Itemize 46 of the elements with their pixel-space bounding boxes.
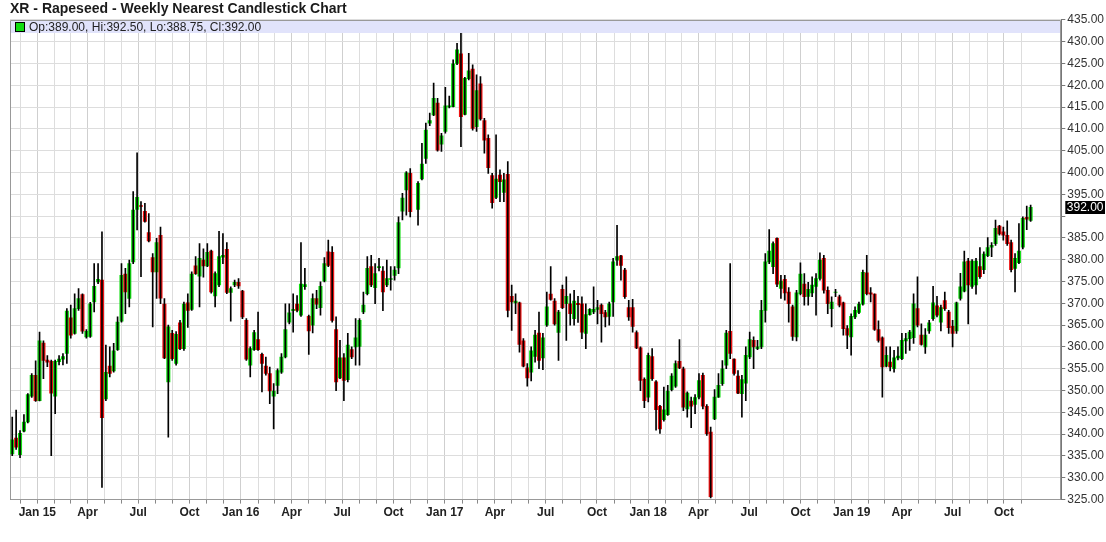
y-tick-label: 375.00	[1067, 273, 1105, 288]
y-tick-label: 395.00	[1067, 186, 1105, 201]
y-tick-label: 350.00	[1067, 382, 1105, 397]
y-tick-label: 365.00	[1067, 317, 1105, 332]
x-tick-label: Jul	[537, 505, 555, 520]
x-tick-label: Jan 17	[426, 505, 464, 520]
x-tick-label: Apr	[688, 505, 710, 520]
y-tick-label: 380.00	[1067, 252, 1105, 267]
y-tick-label: 410.00	[1067, 121, 1105, 136]
y-tick-label: 415.00	[1067, 99, 1105, 114]
y-tick-label: 405.00	[1067, 142, 1105, 157]
y-tick-label: 400.00	[1067, 164, 1105, 179]
y-tick-label: 435.00	[1067, 12, 1105, 27]
x-tick-label: Jul	[129, 505, 147, 520]
x-tick-label: Oct	[383, 505, 404, 520]
text: 392.00	[1066, 200, 1104, 215]
x-tick-label: Oct	[586, 505, 607, 520]
x-tick-label: Oct	[993, 505, 1014, 520]
x-tick-label: Oct	[790, 505, 811, 520]
y-tick-label: 430.00	[1067, 33, 1105, 48]
y-tick-label: 345.00	[1067, 404, 1105, 419]
x-tick-label: Jan 18	[629, 505, 668, 520]
x-tick-label: Apr	[484, 505, 506, 520]
y-tick-label: 370.00	[1067, 295, 1105, 310]
y-tick-label: 335.00	[1067, 448, 1105, 463]
header-strip: Op:389.00, Hi:392.50, Lo:388.75, Cl:392.00	[11, 21, 1060, 33]
x-tick-label: Jul	[333, 505, 351, 520]
x-tick-label: Jan 15	[18, 505, 57, 520]
x-tick-label: Apr	[891, 505, 913, 520]
y-tick-label: 425.00	[1067, 55, 1105, 70]
x-tick-label: Jan 16	[222, 505, 260, 520]
y-tick-label: 330.00	[1067, 470, 1105, 485]
x-tick-label: Apr	[281, 505, 303, 520]
y-tick-label: 355.00	[1067, 361, 1105, 376]
x-tick-label: Jul	[740, 505, 758, 520]
y-tick-label: 420.00	[1067, 77, 1105, 92]
x-tick-label: Jul	[943, 505, 962, 520]
y-tick-label: 340.00	[1067, 426, 1105, 441]
x-tick-label: Oct	[179, 505, 200, 520]
y-tick-label: 325.00	[1067, 491, 1105, 506]
y-tick-label: 385.00	[1067, 230, 1105, 245]
x-tick-label: Apr	[77, 505, 99, 520]
x-tick-label: Jan 19	[833, 505, 871, 520]
annotation: Op:389.00, Hi:392.50, Lo:388.75, Cl:392.00	[29, 20, 262, 34]
chart-title: XR - Rapeseed - Weekly Nearest Candlestick Chart	[10, 0, 347, 17]
y-tick-label: 360.00	[1067, 339, 1105, 354]
